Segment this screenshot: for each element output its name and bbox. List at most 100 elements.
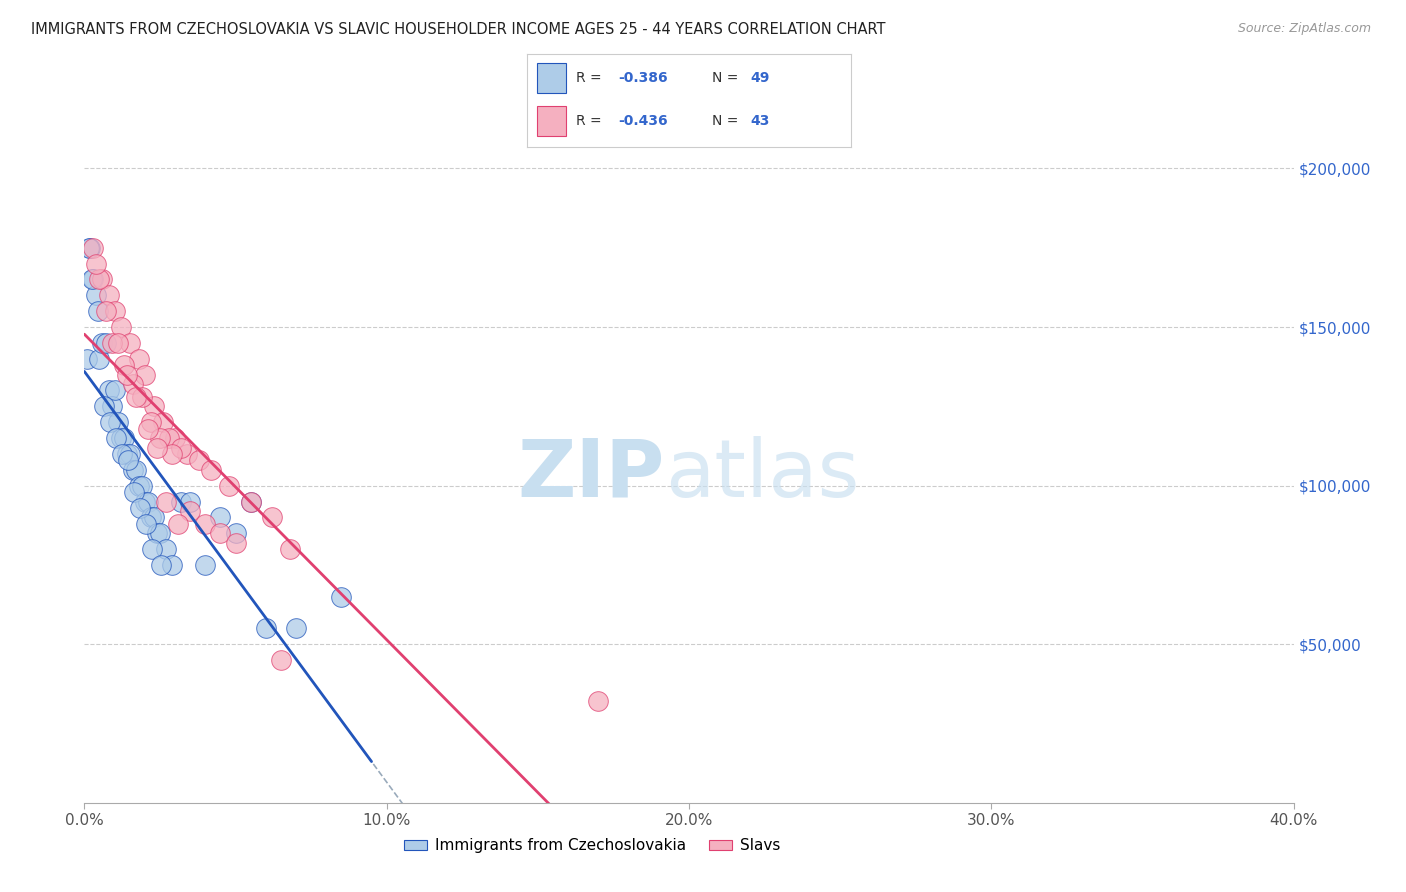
Point [104,304,127,318]
Point [94,304,117,318]
Point [100,335,122,350]
Point [270,653,292,667]
Point [82,241,104,255]
Point [200,463,222,477]
Point [194,516,217,531]
Point [98,415,121,429]
Point [100,400,122,414]
Point [91,335,114,350]
Point [86,257,108,271]
Legend: Immigrants from Czechoslovakia, Slavs: Immigrants from Czechoslovakia, Slavs [398,832,786,859]
Point [330,590,353,604]
Point [77,241,100,255]
Point [260,510,283,524]
Point [136,421,159,435]
Point [135,516,157,531]
Point [170,441,193,455]
Point [111,447,134,461]
Point [146,441,169,455]
Text: N =: N = [711,114,742,128]
Point [239,494,262,508]
Point [142,400,165,414]
Point [209,526,232,541]
Text: R =: R = [576,114,606,128]
Point [112,358,135,372]
Point [188,453,211,467]
Point [76,351,98,366]
Point [141,542,163,557]
Point [117,453,139,467]
Point [121,463,143,477]
Point [152,415,174,429]
Point [155,542,177,557]
Point [118,335,141,350]
Point [105,431,128,445]
Point [104,384,127,398]
Point [155,494,177,508]
Point [150,558,173,572]
Point [225,526,247,541]
Point [107,415,129,429]
Point [149,431,172,445]
Text: 43: 43 [751,114,769,128]
Point [125,463,148,477]
Text: ZIP: ZIP [517,435,665,514]
Point [139,415,162,429]
Bar [537,63,567,93]
Point [129,500,152,515]
Text: 49: 49 [751,70,769,85]
Point [112,431,135,445]
Point [121,377,143,392]
Point [93,400,115,414]
Point [128,351,150,366]
Point [134,494,156,508]
Point [118,447,141,461]
Point [179,494,201,508]
Point [194,558,217,572]
Point [218,478,240,492]
Text: IMMIGRANTS FROM CZECHOSLOVAKIA VS SLAVIC HOUSEHOLDER INCOME AGES 25 - 44 YEARS C: IMMIGRANTS FROM CZECHOSLOVAKIA VS SLAVIC… [31,22,886,37]
Text: R =: R = [576,70,606,85]
Point [588,694,610,708]
Point [89,272,111,286]
Point [165,431,187,445]
Point [139,510,162,524]
Point [167,516,190,531]
Point [176,447,198,461]
Point [122,485,145,500]
Text: -0.386: -0.386 [617,70,668,85]
Point [225,535,247,549]
Point [80,272,103,286]
Point [239,494,262,508]
Point [149,526,172,541]
Point [157,431,180,445]
Point [160,447,183,461]
Point [278,542,301,557]
Point [86,288,108,302]
Point [115,447,138,461]
Point [97,288,120,302]
Point [89,351,111,366]
Text: Source: ZipAtlas.com: Source: ZipAtlas.com [1237,22,1371,36]
Point [142,510,165,524]
Text: -0.436: -0.436 [617,114,668,128]
Text: N =: N = [711,70,742,85]
Point [131,390,153,404]
Point [97,384,120,398]
Point [160,558,183,572]
Point [136,494,159,508]
Point [125,390,148,404]
Bar [537,106,567,136]
Point [254,621,277,635]
Point [179,504,201,518]
Point [87,304,110,318]
Point [115,368,138,382]
Point [94,335,117,350]
Point [146,526,169,541]
Point [170,494,193,508]
Text: atlas: atlas [665,435,859,514]
Point [107,335,129,350]
Point [110,431,132,445]
Point [128,478,150,492]
Point [131,478,153,492]
